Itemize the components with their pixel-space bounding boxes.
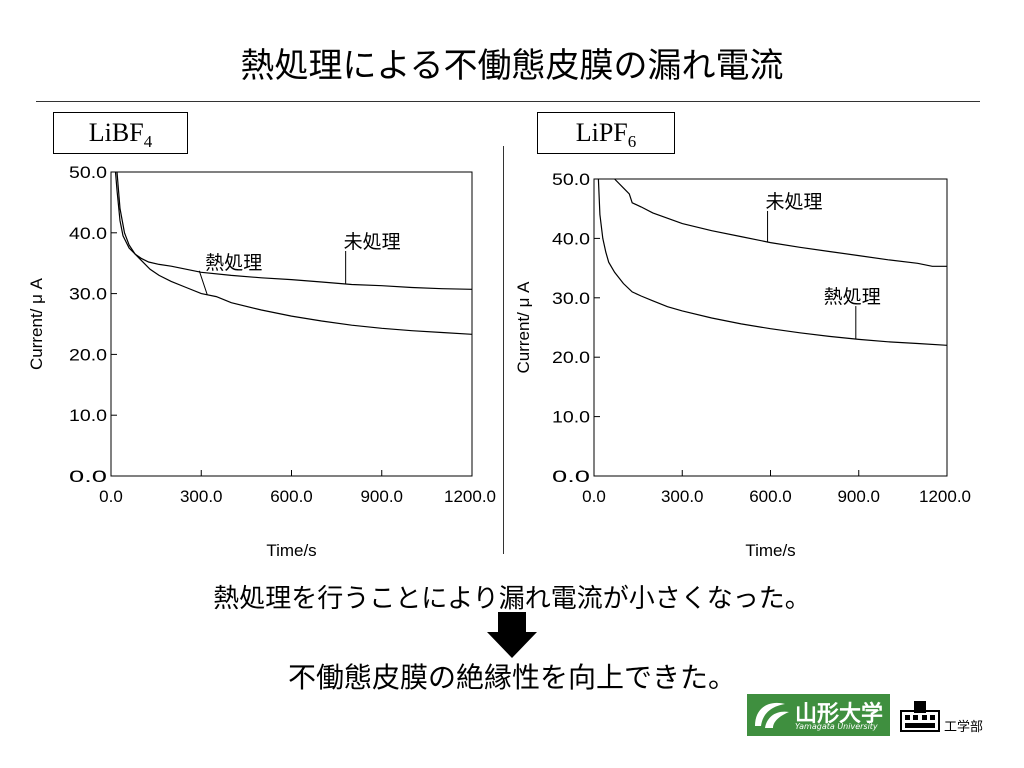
lipf6-y-axis-label: Current/ μ A: [514, 281, 533, 374]
libf4-x-axis-label: Time/s: [266, 541, 316, 560]
libf4-annotation-label: 熱処理: [205, 252, 262, 274]
lipf6-x-tick-label: 0.0: [582, 487, 606, 506]
libf4-x-tick-label: 600.0: [270, 487, 313, 506]
libf4-y-tick-label: 0.0: [69, 467, 107, 486]
lipf6-series-line-heat-treated: [597, 178, 948, 346]
libf4-x-tick-label: 1200.0: [444, 487, 496, 506]
lipf6-y-tick-label: 40.0: [552, 229, 590, 248]
lipf6-annotation-label: 熱処理: [824, 286, 881, 308]
lipf6-series-line-untreated: [614, 178, 947, 267]
lipf6-x-tick-label: 600.0: [749, 487, 792, 506]
lipf6-x-tick-label: 900.0: [837, 487, 880, 506]
lipf6-label-sub: 6: [627, 132, 637, 151]
lipf6-x-tick-label: 1200.0: [919, 487, 971, 506]
libf4-y-tick-label: 10.0: [69, 406, 107, 425]
libf4-annotation-label: 未処理: [344, 231, 401, 253]
lipf6-y-tick-label: 20.0: [552, 348, 590, 367]
libf4-label-sub: 4: [143, 132, 153, 151]
title-divider: [36, 101, 980, 102]
libf4-y-tick-label: 50.0: [69, 163, 107, 182]
lipf6-y-tick-label: 30.0: [552, 289, 590, 308]
lipf6-annotation-label: 未処理: [766, 191, 823, 213]
lipf6-y-tick-label: 0.0: [552, 467, 590, 486]
result-sentence: 熱処理を行うことにより漏れ電流が小さくなった。: [213, 584, 811, 614]
page-title: 熱処理による不働態皮膜の漏れ電流: [240, 46, 784, 86]
libf4-label-base: LiBF: [88, 118, 144, 147]
libf4-y-tick-label: 30.0: [69, 285, 107, 304]
faculty-building-icon: [900, 697, 940, 733]
lipf6-plot-frame: [593, 178, 948, 477]
lipf6-y-tick-label: 50.0: [552, 170, 590, 189]
university-logo: 山形大学 Yamagata University: [747, 694, 890, 736]
lipf6-x-axis-label: Time/s: [745, 541, 795, 560]
libf4-y-tick-label: 20.0: [69, 345, 107, 364]
libf4-x-tick-label: 0.0: [99, 487, 123, 506]
libf4-y-axis-label: Current/ μ A: [27, 277, 46, 370]
faculty-label: 工学部: [944, 720, 984, 735]
lipf6-label-box: LiPF6: [537, 112, 675, 154]
lipf6-label-base: LiPF: [575, 118, 628, 147]
conclusion-text: 不働態皮膜の絶縁性を向上できた。: [287, 661, 736, 694]
libf4-label-box: LiBF4: [53, 112, 188, 154]
vertical-divider: [503, 146, 504, 554]
libf4-plot-frame: [110, 171, 473, 477]
university-name-en: Yamagata University: [795, 722, 878, 731]
lipf6-y-tick-label: 10.0: [552, 408, 590, 427]
lipf6-x-tick-label: 300.0: [661, 487, 704, 506]
libf4-x-tick-label: 900.0: [360, 487, 403, 506]
libf4-annotation-leader: [198, 270, 208, 295]
libf4-series-line-untreated: [114, 171, 473, 290]
university-logo-mark-icon: [755, 702, 789, 728]
down-arrow-icon: [487, 612, 537, 662]
libf4-x-tick-label: 300.0: [180, 487, 223, 506]
libf4-y-tick-label: 40.0: [69, 224, 107, 243]
university-name: 山形大学: [795, 701, 884, 726]
libf4-series-line-heat-treated: [116, 171, 473, 335]
